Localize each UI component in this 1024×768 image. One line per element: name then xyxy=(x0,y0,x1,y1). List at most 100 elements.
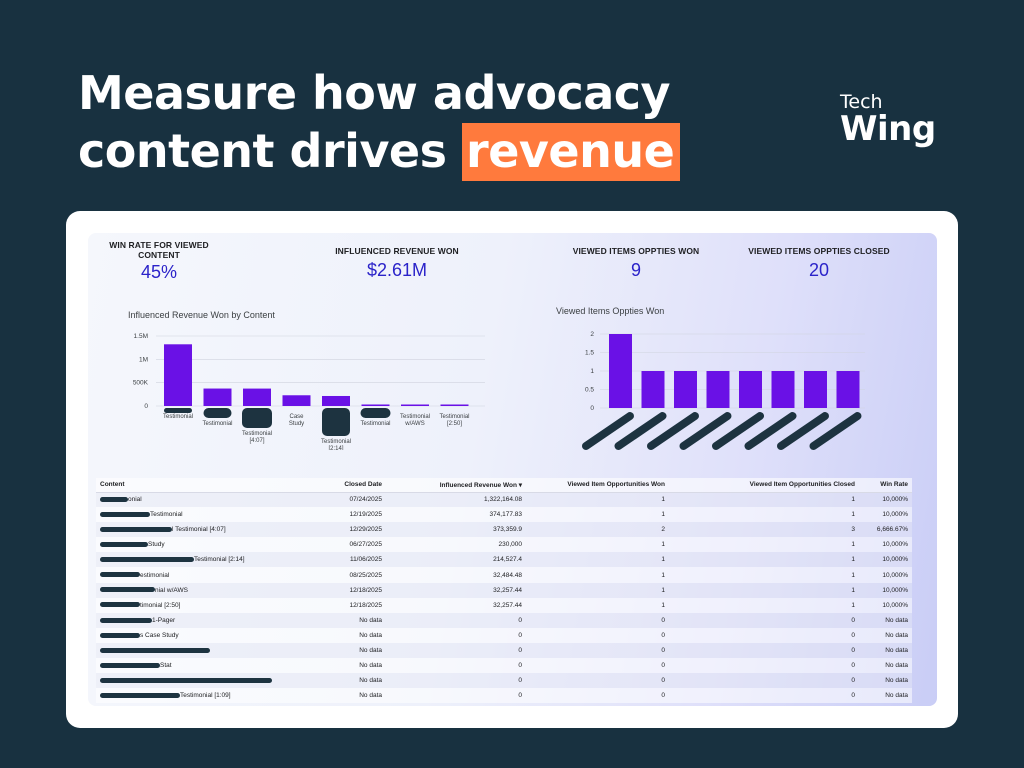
table-row[interactable]: No data 0 0 0 No data xyxy=(96,673,912,689)
redacted-name xyxy=(100,617,152,623)
cell-content: timonial [2:50] xyxy=(96,597,326,613)
cell-oppties-closed: 1 xyxy=(669,537,859,553)
table-row[interactable]: Testimonial 12/19/2025 374,177.83 1 1 10,000% xyxy=(96,507,912,523)
bar xyxy=(440,404,469,406)
redacted-category xyxy=(679,412,732,450)
redacted-name xyxy=(100,632,140,638)
cell-win-rate: 10,000% xyxy=(859,537,912,553)
cell-closed-date: 11/06/2025 xyxy=(326,552,386,568)
chart-oppties: 0 0.5 1 1.5 2 xyxy=(582,331,865,450)
table-row[interactable]: Testimonial [2:14] 11/06/2025 214,527.4 1 1 1… xyxy=(96,552,912,568)
cell-win-rate: No data xyxy=(859,642,912,659)
redacted-name xyxy=(100,647,210,653)
cell-content: l Testimonial [4:07] xyxy=(96,522,326,538)
table-row[interactable]: nial w/AWS 12/18/2025 32,257.44 1 1 10,000% xyxy=(96,582,912,598)
cell-win-rate: 10,000% xyxy=(859,552,912,568)
cell-closed-date: No data xyxy=(326,688,386,704)
kpi-win-rate-label: WIN RATE FOR VIEWED CONTENT xyxy=(109,240,209,260)
cell-revenue: 32,257.44 xyxy=(386,582,526,598)
cell-closed-date: 07/24/2025 xyxy=(326,492,386,508)
cell-win-rate: 10,000% xyxy=(859,597,912,613)
chart-revenue-title: Influenced Revenue Won by Content xyxy=(128,310,275,320)
cell-revenue: 1,322,164.08 xyxy=(386,492,526,508)
redacted-name xyxy=(100,602,140,608)
cell-oppties-closed: 0 xyxy=(669,627,859,643)
header-content[interactable]: Content xyxy=(96,478,326,493)
header-win-rate[interactable]: Win Rate xyxy=(859,478,912,493)
headline: Measure how advocacy content drives reve… xyxy=(78,64,681,181)
content-name-text: Testimonial [1:09] xyxy=(180,692,231,700)
cell-closed-date: 12/19/2025 xyxy=(326,507,386,523)
chart-oppties-title: Viewed Items Oppties Won xyxy=(556,306,665,316)
x-tick-label: Testimonial xyxy=(202,421,232,427)
kpi-influenced-revenue-value: $2.61M xyxy=(366,260,428,280)
kpi-influenced-revenue-label: INFLUENCED REVENUE WON xyxy=(335,246,459,256)
y-tick-label: 0 xyxy=(590,405,594,412)
kpi-oppties-closed: VIEWED ITEMS OPPTIES CLOSED 20 xyxy=(734,246,904,281)
cell-revenue: 0 xyxy=(386,612,526,628)
cell-closed-date: 06/27/2025 xyxy=(326,537,386,553)
cell-oppties-closed: 3 xyxy=(669,522,859,538)
cell-oppties-won: 0 xyxy=(526,673,669,689)
y-tick-label: 2 xyxy=(590,331,594,338)
table-row[interactable]: 1-Pager No data 0 0 0 No data xyxy=(96,612,912,628)
cell-revenue: 32,484.48 xyxy=(386,567,526,583)
redacted-category xyxy=(647,412,699,450)
cell-closed-date: No data xyxy=(326,627,386,643)
table-row[interactable]: l Testimonial [4:07] 12/29/2025 373,359.9 2… xyxy=(96,522,912,538)
header-influenced-revenue[interactable]: Influenced Revenue Won ▾ xyxy=(386,478,526,493)
cell-oppties-closed: 1 xyxy=(669,582,859,598)
cell-win-rate: No data xyxy=(859,688,912,704)
header-oppties-closed[interactable]: Viewed Item Opportunities Closed xyxy=(669,478,859,493)
table-row[interactable]: s Case Study No data 0 0 0 No data xyxy=(96,627,912,643)
cell-revenue: 230,000 xyxy=(386,537,526,553)
bar xyxy=(401,404,429,406)
table-row[interactable]: Testimonial [1:09] No data 0 0 0 No data xyxy=(96,688,912,704)
table-header-row: Content Closed Date Influenced Revenue W… xyxy=(96,478,912,493)
table-row[interactable]: onial 07/24/2025 1,322,164.08 1 1 10,000% xyxy=(96,492,912,508)
cell-win-rate: 6,666.67% xyxy=(859,522,912,538)
x-tick-label: Testimonial xyxy=(360,421,390,427)
kpi-oppties-won-label: VIEWED ITEMS OPPTIES WON xyxy=(572,246,700,256)
bar xyxy=(641,371,665,408)
cell-win-rate: 10,000% xyxy=(859,507,912,523)
header-closed-date[interactable]: Closed Date xyxy=(326,478,386,493)
table-row[interactable]: timonial [2:50] 12/18/2025 32,257.44 1 1 10,0… xyxy=(96,597,912,613)
cell-win-rate: 10,000% xyxy=(859,492,912,508)
table-row[interactable]: Study 06/27/2025 230,000 1 1 10,000% xyxy=(96,537,912,553)
redacted-name xyxy=(100,511,150,517)
x-tick-label: Study xyxy=(289,421,304,427)
cell-content: Testimonial [1:09] xyxy=(96,688,326,704)
kpi-oppties-won: VIEWED ITEMS OPPTIES WON 9 xyxy=(556,246,716,281)
cell-oppties-closed: 0 xyxy=(669,658,859,674)
redacted-name xyxy=(100,677,272,683)
cell-revenue: 32,257.44 xyxy=(386,597,526,613)
redacted-category xyxy=(712,412,764,450)
cell-revenue: 0 xyxy=(386,658,526,674)
redacted-name xyxy=(100,557,194,563)
table-row[interactable]: estimonial 08/25/2025 32,484.48 1 1 10,000% xyxy=(96,567,912,583)
cell-oppties-won: 1 xyxy=(526,597,669,613)
x-tick-label: Case xyxy=(289,414,304,420)
cell-content: Stat xyxy=(96,658,326,674)
table-row[interactable]: No data 0 0 0 No data xyxy=(96,642,912,659)
redacted-category xyxy=(614,412,667,450)
cell-content: nial w/AWS xyxy=(96,582,326,598)
bar xyxy=(706,371,730,408)
redacted-category xyxy=(582,412,634,450)
cell-closed-date: No data xyxy=(326,642,386,659)
cell-win-rate: No data xyxy=(859,673,912,689)
cell-oppties-won: 1 xyxy=(526,582,669,598)
redacted-category xyxy=(360,408,391,418)
redacted-name xyxy=(100,497,128,503)
bar xyxy=(282,395,311,406)
headline-line-2: content drives revenue xyxy=(78,122,681,181)
y-tick-label: 1 xyxy=(590,368,594,375)
table-row[interactable]: Stat No data 0 0 0 No data xyxy=(96,658,912,674)
header-oppties-won[interactable]: Viewed Item Opportunities Won xyxy=(526,478,669,493)
x-tick-label: Testimonial xyxy=(321,439,351,445)
bar xyxy=(243,388,271,406)
headline-highlight: revenue xyxy=(462,123,681,181)
cell-closed-date: 12/18/2025 xyxy=(326,582,386,598)
redacted-name xyxy=(100,527,172,533)
